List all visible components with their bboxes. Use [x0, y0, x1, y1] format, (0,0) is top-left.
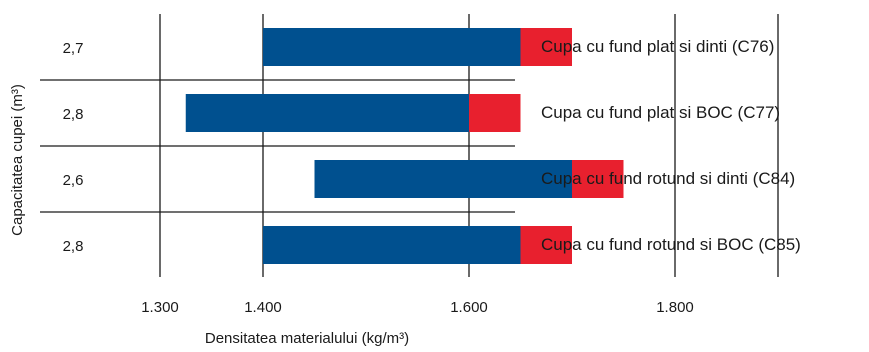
x-axis-title: Densitatea materialului (kg/m³)	[205, 330, 409, 347]
bars	[185, 28, 624, 264]
x-tick-label: 1.800	[656, 299, 694, 316]
row-label: Cupa cu fund plat si dinti (C76)	[541, 37, 774, 56]
y-tick-label: 2,8	[63, 106, 84, 123]
y-tick-label: 2,7	[63, 40, 84, 57]
row-label: Cupa cu fund plat si BOC (C77)	[541, 103, 780, 122]
y-tick-label: 2,6	[63, 172, 84, 189]
x-tick-label: 1.400	[244, 299, 282, 316]
bar-extension	[520, 226, 572, 264]
bar-extension	[469, 94, 521, 132]
bar-base	[263, 226, 521, 264]
labels: 1.300 1.400 1.600 1.800 2,7 Cupa cu fund plat…	[63, 37, 801, 316]
bar-extension	[520, 28, 572, 66]
y-tick-label: 2,8	[63, 238, 84, 255]
row-label: Cupa cu fund rotund si BOC (C85)	[541, 235, 801, 254]
x-tick-label: 1.300	[141, 299, 179, 316]
y-axis-title: Capacitatea cupei (m³)	[9, 84, 26, 236]
row-label: Cupa cu fund rotund si dinti (C84)	[541, 169, 795, 188]
x-tick-label: 1.600	[450, 299, 488, 316]
bar-extension	[572, 160, 624, 198]
bar-base	[185, 94, 469, 132]
bar-base	[314, 160, 572, 198]
bar-base	[263, 28, 521, 66]
